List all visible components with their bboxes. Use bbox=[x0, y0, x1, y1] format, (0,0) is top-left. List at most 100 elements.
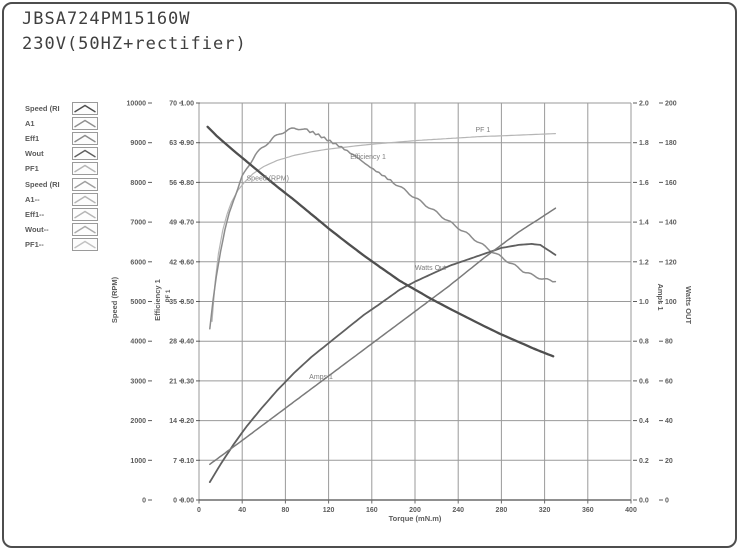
tick-label-pf: 0.80 bbox=[180, 180, 194, 187]
tick-label-amps: 1.2 bbox=[639, 259, 649, 266]
legend-item: Speed (RI bbox=[25, 177, 98, 191]
x-tick-label: 0 bbox=[197, 507, 201, 514]
legend-item-label: A1 bbox=[25, 118, 35, 128]
tick-label-speed: 8000 bbox=[130, 180, 146, 187]
axis-title-pf: PF 1 bbox=[166, 289, 172, 302]
tick-label-amps: 0.6 bbox=[639, 378, 649, 385]
legend-swatch-curve-icon bbox=[72, 101, 98, 115]
x-tick-label: 240 bbox=[452, 507, 464, 514]
tick-label-pf: 0.60 bbox=[180, 259, 194, 266]
tick-label-pf: 0.20 bbox=[180, 418, 194, 425]
legend-item-label: Eff1-- bbox=[25, 209, 45, 219]
legend-swatch-curve-icon bbox=[72, 116, 98, 130]
tick-label-amps: 1.4 bbox=[639, 220, 649, 227]
tick-label-speed: 0 bbox=[142, 498, 146, 505]
curve-label-amps: Amps 1 bbox=[309, 374, 333, 381]
tick-label-watts: 100 bbox=[665, 299, 677, 306]
tick-label-watts: 160 bbox=[665, 180, 677, 187]
tick-label-speed: 1000 bbox=[130, 458, 146, 465]
tick-label-pf: 0.00 bbox=[180, 498, 194, 505]
tick-label-speed: 4000 bbox=[130, 339, 146, 346]
x-tick-label: 80 bbox=[282, 507, 290, 514]
curve-label-watts: Watts Out bbox=[415, 265, 446, 272]
legend-swatch-curve-icon bbox=[72, 162, 98, 176]
x-tick-label: 40 bbox=[238, 507, 246, 514]
tick-label-amps: 0.8 bbox=[639, 339, 649, 346]
tick-label-watts: 40 bbox=[665, 418, 673, 425]
tick-label-amps: 0.4 bbox=[639, 418, 649, 425]
legend-swatch-curve-icon bbox=[72, 207, 98, 221]
axis-title-eff: Efficiency 1 bbox=[153, 279, 162, 321]
x-axis-title: Torque (mN.m) bbox=[389, 514, 442, 523]
legend-item-label: Speed (RI bbox=[25, 179, 60, 189]
tick-label-eff: 14 bbox=[169, 418, 177, 425]
curve-label-pf: PF 1 bbox=[475, 127, 490, 134]
tick-label-watts: 20 bbox=[665, 458, 673, 465]
axis-title-speed: Speed (RPM) bbox=[110, 276, 119, 323]
tick-label-eff: 56 bbox=[169, 180, 177, 187]
tick-label-pf: 0.40 bbox=[180, 339, 194, 346]
legend-item: PF1 bbox=[25, 162, 98, 176]
tick-label-amps: 0.2 bbox=[639, 458, 649, 465]
tick-label-eff: 70 bbox=[169, 101, 177, 108]
tick-label-watts: 80 bbox=[665, 339, 673, 346]
x-tick-label: 200 bbox=[409, 507, 421, 514]
curve-pf bbox=[211, 133, 556, 322]
tick-label-watts: 120 bbox=[665, 259, 677, 266]
legend-item-label: Speed (RI bbox=[25, 103, 60, 113]
legend-item-label: Wout-- bbox=[25, 225, 49, 235]
legend-item-label: PF1-- bbox=[25, 240, 44, 250]
legend-item-label: Eff1 bbox=[25, 133, 40, 143]
legend-swatch-curve-icon bbox=[72, 223, 98, 237]
legend-item: Eff1-- bbox=[25, 207, 98, 221]
tick-label-eff: 7 bbox=[173, 458, 177, 465]
tick-label-pf: 0.50 bbox=[180, 299, 194, 306]
tick-label-speed: 10000 bbox=[127, 101, 147, 108]
legend-swatch-curve-icon bbox=[72, 238, 98, 252]
tick-label-speed: 5000 bbox=[130, 299, 146, 306]
tick-label-speed: 2000 bbox=[130, 418, 146, 425]
legend-item: PF1-- bbox=[25, 238, 98, 252]
model-number: JBSA724PM15160W bbox=[22, 9, 191, 29]
tick-label-amps: 2.0 bbox=[639, 101, 649, 108]
curve-speed bbox=[206, 125, 555, 358]
curve-label-speed: Speed (RPM) bbox=[247, 175, 289, 182]
tick-label-amps: 0.0 bbox=[639, 498, 649, 505]
legend-item-label: Wout bbox=[25, 149, 44, 159]
legend-item: Wout-- bbox=[25, 223, 98, 237]
tick-label-eff: 28 bbox=[169, 339, 177, 346]
curve-watts bbox=[208, 243, 557, 483]
tick-label-pf: 0.30 bbox=[180, 378, 194, 385]
tick-label-amps: 1.0 bbox=[639, 299, 649, 306]
tick-label-speed: 3000 bbox=[130, 378, 146, 385]
tick-label-amps: 1.6 bbox=[639, 180, 649, 187]
tick-label-watts: 200 bbox=[665, 101, 677, 108]
curve-label-eff: Efficiency 1 bbox=[350, 154, 386, 161]
legend-item: A1-- bbox=[25, 192, 98, 206]
legend-item: Speed (RI bbox=[25, 101, 98, 115]
tick-label-eff: 35 bbox=[169, 299, 177, 306]
x-tick-label: 160 bbox=[366, 507, 378, 514]
x-tick-label: 400 bbox=[625, 507, 637, 514]
legend-item: Wout bbox=[25, 147, 98, 161]
legend-item: A1 bbox=[25, 116, 98, 130]
tick-label-watts: 60 bbox=[665, 378, 673, 385]
axis-title-amps: Amps 1 bbox=[656, 283, 665, 310]
tick-label-watts: 0 bbox=[665, 498, 669, 505]
x-tick-label: 320 bbox=[539, 507, 551, 514]
legend-swatch-curve-icon bbox=[72, 192, 98, 206]
curve-amps bbox=[209, 207, 557, 466]
tick-label-speed: 7000 bbox=[130, 220, 146, 227]
tick-label-eff: 0 bbox=[173, 498, 177, 505]
title-block: JBSA724PM15160W 230V(50HZ+rectifier) bbox=[22, 7, 247, 57]
tick-label-amps: 1.8 bbox=[639, 140, 649, 147]
tick-label-pf: 0.70 bbox=[180, 220, 194, 227]
tick-label-eff: 42 bbox=[169, 259, 177, 266]
tick-label-watts: 140 bbox=[665, 220, 677, 227]
x-tick-label: 280 bbox=[496, 507, 508, 514]
legend-swatch-curve-icon bbox=[72, 131, 98, 145]
tick-label-eff: 49 bbox=[169, 220, 177, 227]
x-tick-label: 360 bbox=[582, 507, 594, 514]
